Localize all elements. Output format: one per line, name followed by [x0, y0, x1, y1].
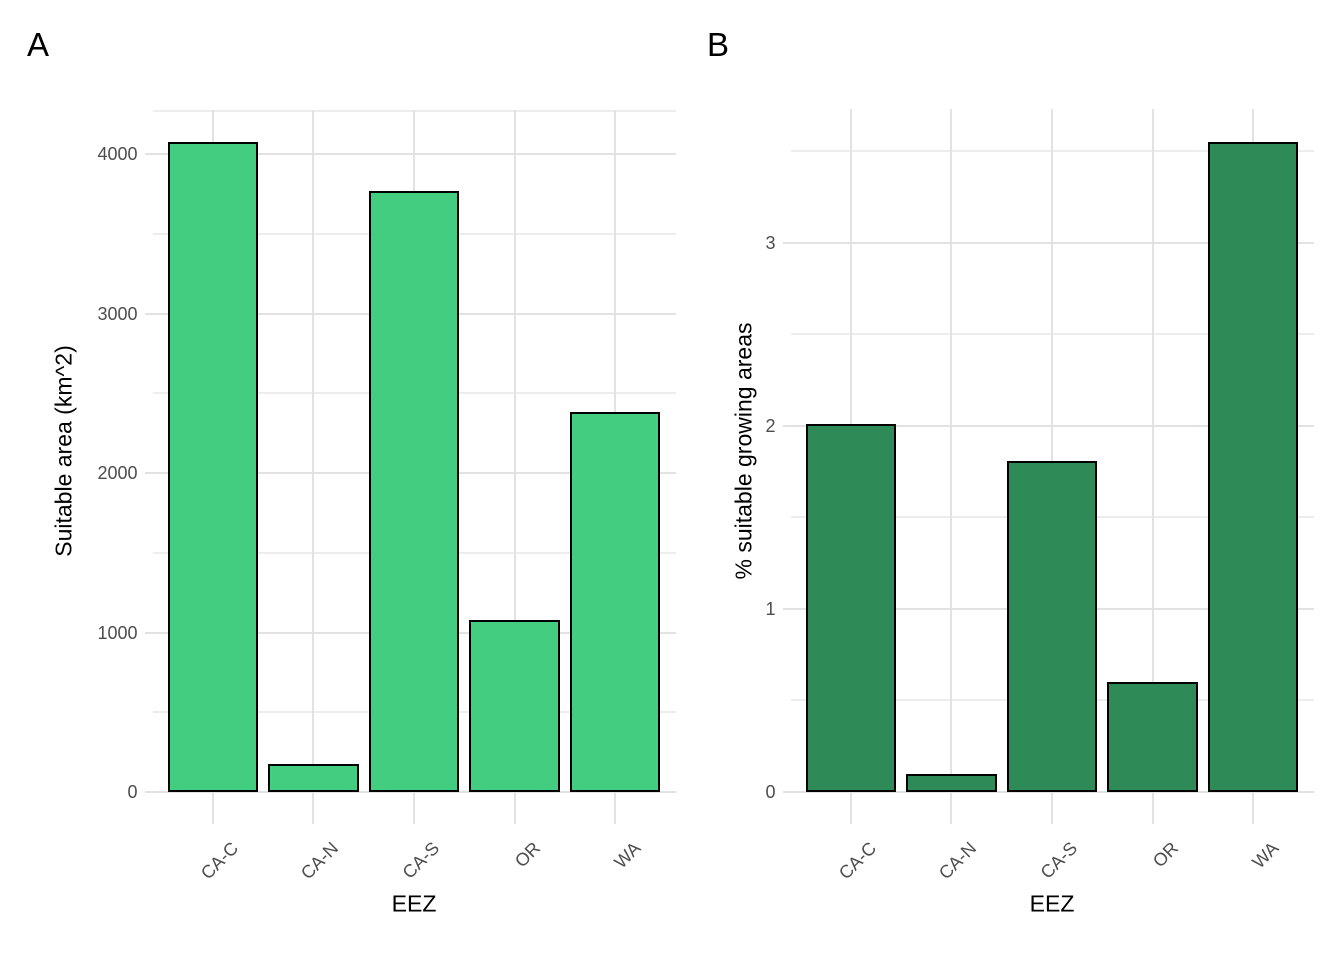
y-tick-label: 2000: [97, 463, 138, 484]
x-tick-mark: [312, 792, 315, 824]
bar-WA: [569, 412, 661, 792]
y-tick-label: 1000: [97, 622, 138, 643]
y-tick-label: 2: [765, 415, 776, 436]
bar-OR: [1107, 682, 1198, 792]
y-tick-mark: [144, 472, 163, 475]
y-tick-label: 1: [765, 598, 776, 619]
gridline-vertical: [513, 110, 516, 792]
bar-CA-S: [1006, 460, 1098, 792]
x-tick-mark: [1252, 792, 1255, 824]
x-tick-mark: [413, 792, 415, 824]
x-tick-mark: [614, 792, 617, 824]
panel-a-tag: A: [27, 26, 50, 63]
y-tick-label: 4000: [97, 144, 138, 165]
y-tick-mark: [782, 607, 801, 610]
y-tick-mark: [782, 424, 801, 427]
x-tick-mark: [1151, 792, 1154, 824]
y-tick-mark: [144, 631, 163, 634]
bar-CA-C: [805, 423, 897, 792]
x-tick-mark: [849, 792, 852, 824]
bar-OR: [469, 619, 560, 792]
y-tick-label: 3000: [97, 303, 138, 324]
y-tick-mark: [782, 241, 801, 244]
y-tick-label: 0: [765, 782, 776, 802]
x-tick-mark: [1051, 792, 1053, 824]
x-tick-label: WA: [1248, 838, 1283, 873]
x-tick-label: OR: [1148, 838, 1182, 872]
gridline-vertical: [1151, 109, 1154, 792]
gridline-vertical: [1051, 109, 1053, 792]
x-tick-mark: [211, 792, 214, 824]
y-tick-label: 3: [765, 232, 776, 253]
x-tick-label: CA-C: [834, 838, 881, 884]
y-tick-mark: [782, 791, 801, 793]
bar-CA-N: [906, 773, 997, 792]
bar-CA-C: [167, 142, 259, 792]
x-tick-mark: [950, 792, 953, 824]
bar-WA: [1207, 141, 1299, 792]
bar-CA-S: [368, 190, 460, 792]
bar-CA-N: [268, 764, 359, 792]
y-tick-mark: [144, 791, 163, 793]
y-tick-mark: [144, 153, 163, 156]
panel-b-x-axis-title: EEZ: [1029, 890, 1075, 917]
x-tick-mark: [513, 792, 516, 824]
gridline-vertical: [950, 109, 953, 792]
gridline-vertical: [312, 110, 315, 792]
y-tick-mark: [144, 312, 163, 315]
x-tick-label: CA-S: [1036, 838, 1082, 883]
panel-b-tag: B: [707, 26, 730, 63]
panel-a-x-axis-title: EEZ: [391, 890, 437, 917]
x-tick-label: CA-N: [935, 838, 981, 884]
y-tick-label: 0: [127, 782, 138, 802]
